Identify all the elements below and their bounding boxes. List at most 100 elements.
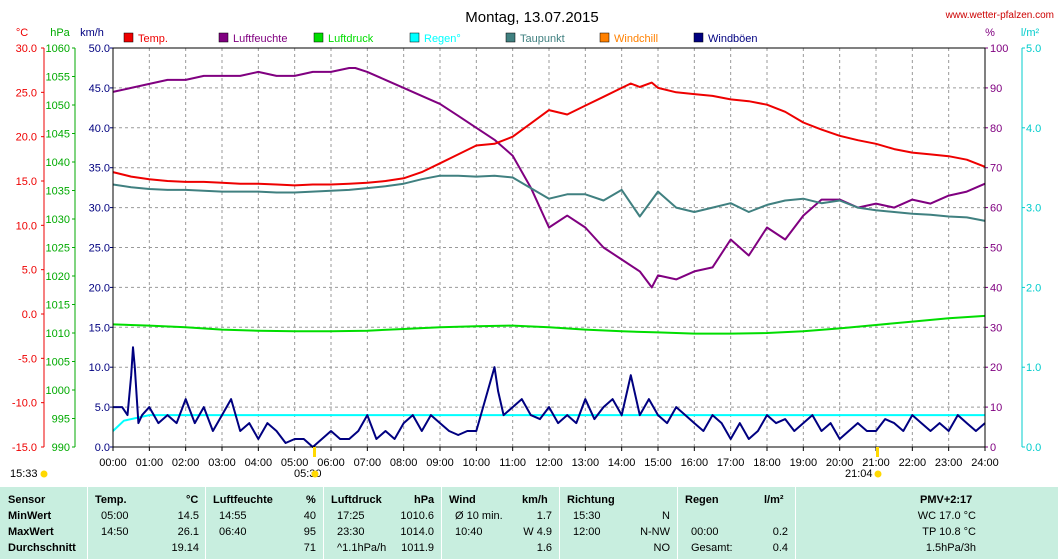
humidity-value: 95 [303,526,316,538]
direction-time: 12:00 [573,526,601,538]
x-axis-label: 07:00 [354,457,382,469]
pressure-time: 17:25 [337,510,365,522]
x-axis-label: 17:00 [717,457,745,469]
pmv-value: 1.5hPa/3h [925,542,976,554]
legend-label: Temp. [138,33,168,45]
left-axis-label: -15.0 [12,442,37,454]
header-direction: Richtung [567,494,615,506]
humidity-value: 40 [303,510,316,522]
right-axis-label: 40 [990,282,1002,294]
left-axis-label: 995 [52,414,70,426]
left-axis-label: 1010 [46,328,70,340]
chart-legend: Temp. Luftfeuchte Luftdruck Regen° Taupunkt W… [123,32,758,45]
weather-chart: Montag, 13.07.2015 www.wetter-pfalzen.co… [10,9,1054,480]
series-taupunkt [112,174,986,222]
temp-value: 14.5 [177,510,199,522]
x-axis-label: 24:00 [971,457,999,469]
x-axis-label: 08:00 [390,457,418,469]
right-axis-label: 80 [990,123,1002,135]
legend-swatch [599,32,610,43]
left-axis-label: 40.0 [89,123,110,135]
right-axis-unit: % [985,27,995,39]
x-axis-label: 19:00 [790,457,818,469]
legend-swatch [693,32,704,43]
sun-events: 05:30 21:04 15:33 [10,447,882,480]
x-axis-label: 23:00 [935,457,963,469]
x-axis-label: 10:00 [463,457,491,469]
left-axis-label: 25.0 [89,243,110,255]
x-axis-label: 13:00 [572,457,600,469]
plot-frame [112,47,986,448]
left-axis-label: 5.0 [95,402,110,414]
sunset-marker [876,447,879,457]
left-axis-label: 20.0 [89,282,110,294]
right-axis-label: 1.0 [1026,362,1041,374]
left-axis-unit: °C [16,27,28,39]
pmv-value: TP 10.8 °C [922,526,976,538]
wind-value: 1.7 [536,510,552,522]
plot-border [112,47,986,448]
x-axis-label: 14:00 [608,457,636,469]
left-axis-label: 1030 [46,214,70,226]
left-axis-unit: hPa [50,27,70,39]
separator [441,487,442,559]
series-regen [112,414,985,432]
direction-value: NO [653,542,671,554]
header-pmv: PMV+2:17 [920,494,973,506]
separator [87,487,88,559]
humidity-value: 71 [303,542,316,554]
x-axis-label: 09:00 [426,457,454,469]
left-axis-label: 1045 [46,129,70,141]
humidity-time: 06:40 [219,526,247,538]
pressure-value: 1014.0 [400,526,434,538]
left-axis-label: 50.0 [89,43,110,55]
wind-value: W 4.9 [523,526,552,538]
x-axis-label: 01:00 [136,457,164,469]
separator [559,487,560,559]
legend-swatch [409,32,420,43]
left-axis-label: 990 [52,442,70,454]
wind-label: 10:40 [455,526,483,538]
separator [795,487,796,559]
legend-label: Windböen [708,33,758,45]
left-axis-label: 1040 [46,157,70,169]
separator [205,487,206,559]
daylength-sun-icon [40,470,48,478]
x-axis-label: 00:00 [99,457,127,469]
sunset-time: 21:04 [845,468,873,480]
x-axis-label: 06:00 [317,457,345,469]
x-axis: 00:00 01:00 02:00 03:00 04:00 05:00 06:00 07:00… [99,447,999,469]
x-axis-label: 04:00 [245,457,273,469]
x-axis-label: 11:00 [499,457,526,469]
separator [323,487,324,559]
direction-value: N [662,510,670,522]
temp-value: 19.14 [171,542,199,554]
right-axis-label: 20 [990,362,1002,374]
left-axis-label: 30.0 [16,43,37,55]
legend-label: Luftfeuchte [233,33,287,45]
series-luftfeuchte [112,67,986,289]
left-axis-label: 10.0 [16,220,37,232]
plot-grid [113,48,985,447]
series-temp [112,81,986,187]
header-humidity-unit: % [306,494,316,506]
left-axis-unit: km/h [80,27,104,39]
left-axis-label: 1050 [46,100,70,112]
rain-value: 0.4 [772,542,788,554]
row-label: MinWert [8,510,52,522]
source-link[interactable]: www.wetter-pfalzen.com [945,10,1054,21]
legend-label: Luftdruck [328,33,374,45]
left-axis-label: 10.0 [89,362,110,374]
direction-time: 15:30 [573,510,601,522]
header-temp-unit: °C [186,494,199,506]
left-axis-label: 1055 [46,72,70,84]
right-axis-label: 100 [990,43,1008,55]
legend-label: Regen° [424,33,461,45]
pressure-time: 23:30 [337,526,365,538]
right-axis-label: 4.0 [1026,123,1041,135]
pmv-value: WC 17.0 °C [917,510,976,522]
row-label: Durchschnitt [8,542,76,554]
left-axis-label: 1020 [46,271,70,283]
left-axis-label: -5.0 [18,353,37,365]
header-pressure-unit: hPa [414,494,435,506]
